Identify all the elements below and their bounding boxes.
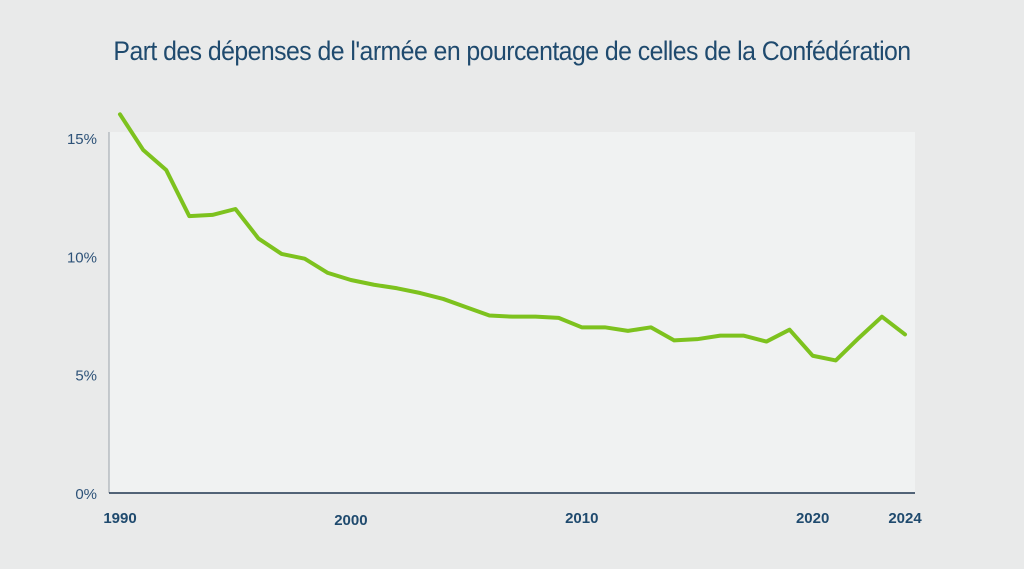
x-tick-label: 2000 (334, 512, 367, 529)
y-tick-label: 10% (67, 249, 97, 266)
y-tick-label: 0% (75, 486, 97, 503)
y-tick-label: 15% (67, 131, 97, 148)
plot-area (109, 132, 915, 493)
x-tick-label: 1990 (103, 510, 136, 527)
y-tick-label: 5% (75, 368, 97, 385)
x-tick-label: 2010 (565, 510, 598, 527)
x-tick-label: 2024 (888, 510, 922, 527)
x-tick-label: 2020 (796, 510, 829, 527)
chart-title: Part des dépenses de l'armée en pourcent… (113, 36, 911, 66)
